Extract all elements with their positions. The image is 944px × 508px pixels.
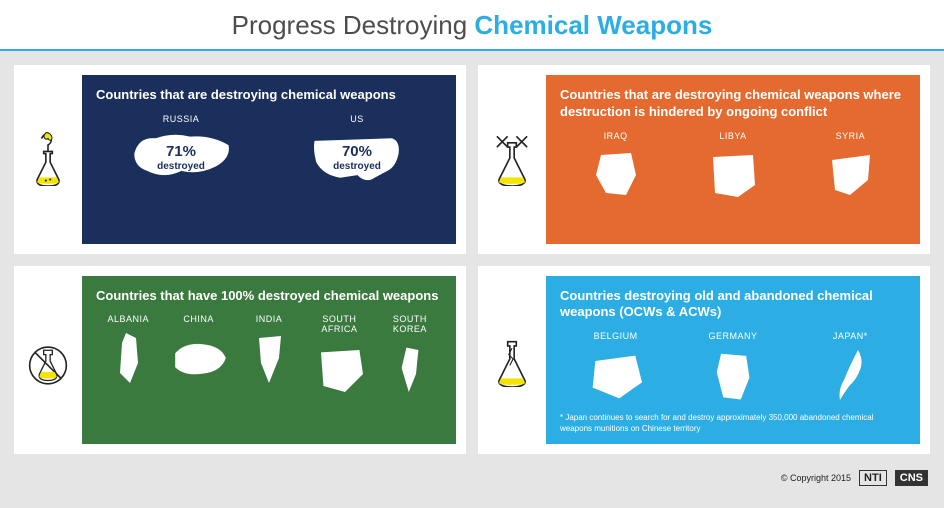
card-destroying: Countries that are destroying chemical w… (14, 65, 466, 254)
country-us: US 70%destroyed (272, 114, 442, 188)
footer: © Copyright 2015 NTI CNS (0, 468, 944, 490)
footnote: * Japan continues to search for and dest… (560, 413, 906, 434)
country-india: INDIA (237, 314, 301, 388)
flask-cracked-icon (488, 276, 536, 445)
country-south-korea: SOUTH KOREA (378, 314, 442, 398)
panel-ocw-acw: Countries destroying old and abandoned c… (546, 276, 920, 445)
panel-completed: Countries that have 100% destroyed chemi… (82, 276, 456, 445)
panel-grid: Countries that are destroying chemical w… (0, 51, 944, 468)
card-ocw-acw: Countries destroying old and abandoned c… (478, 266, 930, 455)
flask-crossed-icon (24, 276, 72, 445)
flask-flame-icon (24, 75, 72, 244)
panel-destroying: Countries that are destroying chemical w… (82, 75, 456, 244)
panel-conflict: Countries that are destroying chemical w… (546, 75, 920, 244)
panel-title: Countries destroying old and abandoned c… (560, 288, 906, 322)
card-completed: Countries that have 100% destroyed chemi… (14, 266, 466, 455)
country-libya: LIBYA (677, 131, 788, 205)
country-iraq: IRAQ (560, 131, 671, 205)
country-south-africa: SOUTH AFRICA (307, 314, 371, 398)
country-germany: GERMANY (677, 331, 788, 405)
panel-title: Countries that have 100% destroyed chemi… (96, 288, 442, 305)
country-japan: JAPAN* (795, 331, 906, 405)
page-title: Progress Destroying Chemical Weapons (0, 10, 944, 41)
nti-logo: NTI (859, 470, 887, 486)
country-china: CHINA (166, 314, 230, 388)
panel-title: Countries that are destroying chemical w… (96, 87, 442, 104)
country-russia: RUSSIA 71%destroyed (96, 114, 266, 188)
header: Progress Destroying Chemical Weapons (0, 0, 944, 51)
cns-logo: CNS (895, 470, 928, 486)
country-albania: ALBANIA (96, 314, 160, 388)
title-part1: Progress Destroying (232, 10, 475, 40)
card-conflict: Countries that are destroying chemical w… (478, 65, 930, 254)
country-belgium: BELGIUM (560, 331, 671, 405)
country-syria: SYRIA (795, 131, 906, 205)
flask-hazard-icon (488, 75, 536, 244)
title-part2: Chemical Weapons (474, 10, 712, 40)
panel-title: Countries that are destroying chemical w… (560, 87, 906, 121)
copyright: © Copyright 2015 (781, 473, 851, 483)
